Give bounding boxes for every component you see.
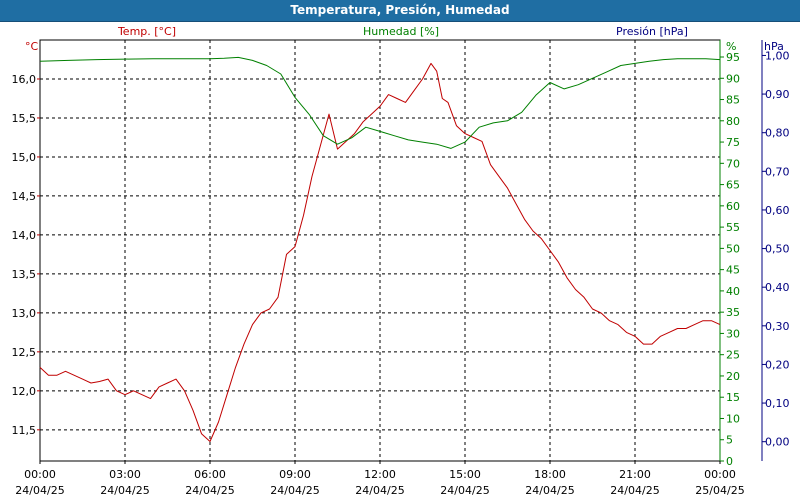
pressure-tick-label: 0,10 <box>765 397 790 410</box>
temp-tick-label: 12,5 <box>12 346 37 359</box>
x-tick-time: 00:00 <box>704 468 736 481</box>
temp-tick-label: 14,0 <box>12 229 37 242</box>
humidity-tick-label: 30 <box>726 327 740 340</box>
humidity-tick-label: 5 <box>726 434 733 447</box>
temperature-axis-title: Temp. [°C] <box>117 25 176 38</box>
humidity-tick-label: 75 <box>726 136 740 149</box>
humidity-tick-label: 35 <box>726 306 740 319</box>
temp-tick-label: 12,0 <box>12 385 37 398</box>
humidity-tick-label: 0 <box>726 455 733 468</box>
pressure-tick-label: 0,40 <box>765 281 790 294</box>
pressure-tick-label: 0,90 <box>765 88 790 101</box>
pressure-tick-label: 0,00 <box>765 436 790 449</box>
x-tick-date: 24/04/25 <box>355 484 404 497</box>
x-tick-time: 09:00 <box>279 468 311 481</box>
humidity-tick-label: 55 <box>726 221 740 234</box>
pressure-tick-label: 0,20 <box>765 358 790 371</box>
humidity-series-line <box>39 56 721 149</box>
humidity-tick-label: 95 <box>726 51 740 64</box>
humidity-tick-label: 10 <box>726 412 740 425</box>
temperature-series-line <box>39 62 721 442</box>
humidity-tick-label: 60 <box>726 200 740 213</box>
humidity-unit-label: % <box>726 40 736 53</box>
humidity-tick-label: 50 <box>726 242 740 255</box>
temp-tick-label: 14,5 <box>12 190 37 203</box>
humidity-tick-label: 40 <box>726 285 740 298</box>
pressure-tick-label: 0,60 <box>765 204 790 217</box>
x-tick-date: 24/04/25 <box>525 484 574 497</box>
pressure-tick-label: 0,80 <box>765 127 790 140</box>
chart-title: Temperatura, Presión, Humedad <box>0 0 800 22</box>
temp-tick-label: 15,0 <box>12 151 37 164</box>
humidity-tick-label: 45 <box>726 264 740 277</box>
x-tick-date: 24/04/25 <box>185 484 234 497</box>
humidity-tick-label: 15 <box>726 391 740 404</box>
humidity-tick-label: 85 <box>726 94 740 107</box>
temp-unit-label: °C <box>25 40 39 53</box>
x-tick-time: 12:00 <box>364 468 396 481</box>
x-tick-date: 24/04/25 <box>440 484 489 497</box>
humidity-axis-title: Humedad [%] <box>363 25 439 38</box>
x-tick-time: 03:00 <box>109 468 141 481</box>
humidity-tick-label: 25 <box>726 349 740 362</box>
temp-tick-label: 15,5 <box>12 112 37 125</box>
x-tick-time: 18:00 <box>534 468 566 481</box>
x-tick-date: 25/04/25 <box>695 484 744 497</box>
x-tick-time: 15:00 <box>449 468 481 481</box>
pressure-tick-label: 0,70 <box>765 165 790 178</box>
temp-tick-label: 16,0 <box>12 73 37 86</box>
pressure-tick-label: 0,30 <box>765 320 790 333</box>
temp-tick-label: 13,5 <box>12 268 37 281</box>
x-tick-date: 24/04/25 <box>15 484 64 497</box>
temp-tick-label: 11,5 <box>12 424 37 437</box>
pressure-tick-label: 1,00 <box>765 49 790 62</box>
x-tick-time: 21:00 <box>619 468 651 481</box>
pressure-tick-label: 0,50 <box>765 243 790 256</box>
temp-tick-label: 13,0 <box>12 307 37 320</box>
x-tick-date: 24/04/25 <box>100 484 149 497</box>
pressure-unit-label: hPa <box>764 40 784 53</box>
humidity-tick-label: 70 <box>726 157 740 170</box>
x-tick-date: 24/04/25 <box>610 484 659 497</box>
humidity-tick-label: 20 <box>726 370 740 383</box>
humidity-tick-label: 80 <box>726 115 740 128</box>
x-tick-time: 06:00 <box>194 468 226 481</box>
pressure-axis-title: Presión [hPa] <box>616 25 688 38</box>
humidity-tick-label: 65 <box>726 179 740 192</box>
x-tick-time: 00:00 <box>24 468 56 481</box>
x-tick-date: 24/04/25 <box>270 484 319 497</box>
humidity-tick-label: 90 <box>726 72 740 85</box>
